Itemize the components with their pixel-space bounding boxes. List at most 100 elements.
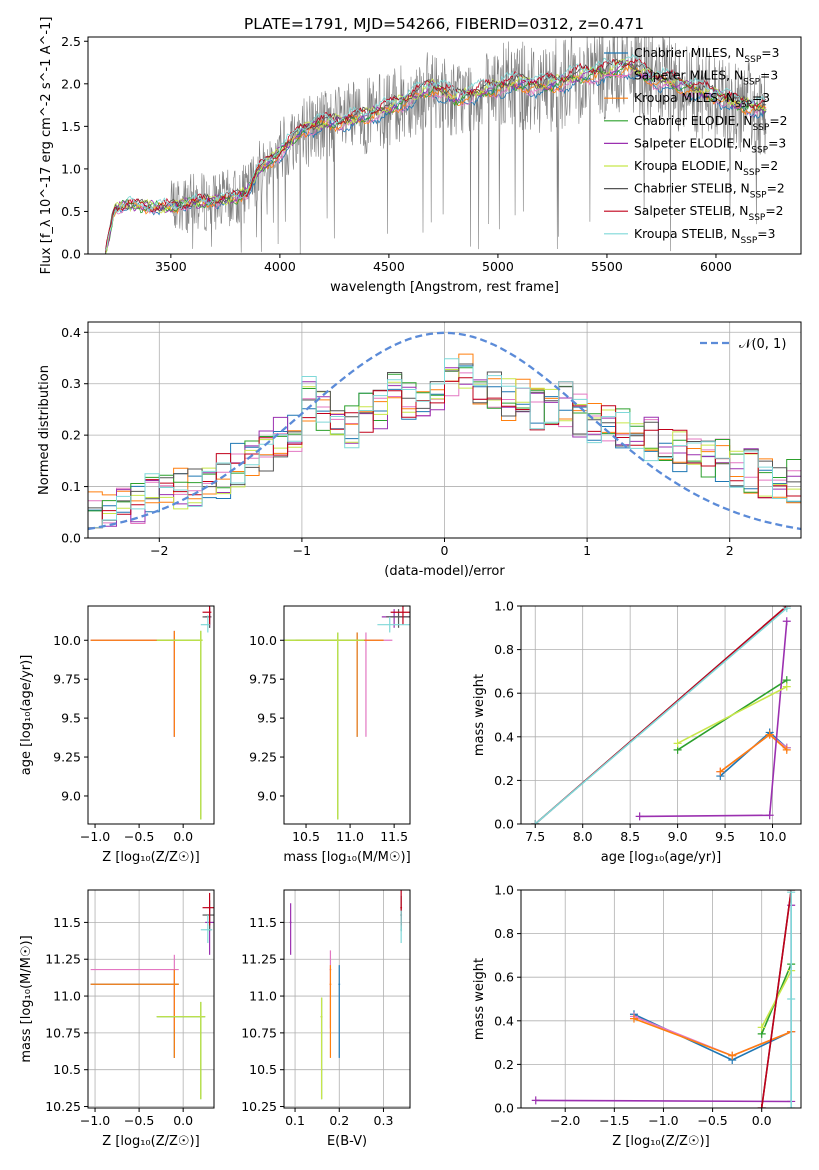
mass-weight-point bbox=[782, 617, 791, 626]
y-axis-label: mass weight bbox=[472, 674, 487, 756]
plot-area bbox=[105, 37, 767, 254]
panel-spectrum: 3500 4000 4500 5000 5500 6000 0.0 0.5 1.0 1.5 2.0 2… bbox=[39, 17, 802, 295]
y-tick-label: 0.1 bbox=[61, 479, 81, 494]
y-tick-label: 10.0 bbox=[249, 633, 277, 648]
x-tick-label: −1 bbox=[293, 543, 311, 558]
x-axis-label: age [log₁₀(age/yr)] bbox=[601, 850, 722, 865]
y-tick-label: 0.6 bbox=[494, 970, 514, 985]
x-tick-label: 3500 bbox=[155, 259, 187, 274]
y-tick-label: 1.5 bbox=[61, 119, 81, 134]
plot-area bbox=[90, 606, 212, 820]
y-tick-label: 11.5 bbox=[249, 915, 277, 930]
x-tick-label: 8.0 bbox=[573, 829, 593, 844]
mass-weight-point bbox=[765, 811, 774, 820]
x-axis-label: Z [log₁₀(Z/Z☉)] bbox=[612, 1134, 709, 1149]
axes-frame bbox=[520, 889, 802, 1109]
y-tick-label: 0.3 bbox=[61, 376, 81, 391]
axes-frame bbox=[87, 889, 215, 1109]
x-axis-label: E(B-V) bbox=[327, 1134, 367, 1149]
plot-area bbox=[284, 606, 410, 820]
y-tick-label: 2.0 bbox=[61, 76, 81, 91]
y-tick-label: 10.5 bbox=[249, 1062, 277, 1077]
legend-entry: Salpeter STELIB, NSSP=2 bbox=[634, 204, 784, 223]
x-tick-label: 6000 bbox=[700, 259, 732, 274]
mass-weight-line bbox=[534, 607, 788, 824]
plot-area bbox=[289, 890, 403, 1100]
y-tick-label: 10.25 bbox=[241, 1099, 277, 1114]
residual-histogram bbox=[88, 358, 801, 529]
mass-weight-point bbox=[716, 767, 725, 776]
y-tick-label: 0.4 bbox=[61, 325, 81, 340]
y-tick-label: 9.75 bbox=[53, 672, 81, 687]
mass-weight-point bbox=[531, 820, 540, 824]
x-axis-label: mass [log₁₀(M/M☉)] bbox=[283, 850, 410, 865]
y-tick-label: 2.5 bbox=[61, 34, 81, 49]
axes-frame bbox=[87, 36, 802, 255]
y-tick-label: 0.4 bbox=[494, 1013, 514, 1028]
panel-mass-vs-EBV: 0.1 0.2 0.3 10.25 10.5 10.75 11.0 11.25 11.5 E(B-… bbox=[241, 889, 411, 1149]
y-tick-label: 0.2 bbox=[494, 1057, 514, 1072]
y-tick-label: 0.0 bbox=[494, 817, 514, 832]
x-tick-label: 0.3 bbox=[374, 1113, 394, 1128]
x-tick-label: 9.5 bbox=[715, 829, 735, 844]
y-tick-label: 1.0 bbox=[61, 161, 81, 176]
model-spectrum-line bbox=[105, 58, 767, 252]
mass-weight-point bbox=[629, 1014, 638, 1023]
mass-weight-point bbox=[728, 1051, 737, 1060]
y-axis-label: age [log₁₀(age/yr)] bbox=[19, 655, 34, 776]
panel-massweight-vs-age: 7.5 8.0 8.5 9.0 9.5 10.0 0.0 0.2 0.4 0.6 0.8 1.0 age… bbox=[472, 599, 802, 865]
y-tick-label: 9.5 bbox=[257, 711, 277, 726]
legend-entry: Chabrier STELIB, NSSP=2 bbox=[634, 182, 785, 201]
mass-weight-point bbox=[782, 745, 791, 754]
x-tick-label: −0.5 bbox=[124, 1113, 154, 1128]
model-spectrum-line bbox=[105, 68, 767, 252]
mass-weight-line bbox=[639, 621, 788, 818]
y-tick-label: 0.2 bbox=[494, 773, 514, 788]
y-axis-label: Flux [f_λ 10^-17 erg cm^-2 s^-1 A^-1] bbox=[39, 17, 54, 275]
x-tick-label: 4000 bbox=[264, 259, 296, 274]
y-tick-label: 10.0 bbox=[53, 633, 81, 648]
model-spectrum-line bbox=[105, 64, 767, 252]
plot-area bbox=[88, 331, 801, 531]
legend-entry: Salpeter ELODIE, NSSP=3 bbox=[634, 136, 786, 155]
x-tick-label: 0 bbox=[441, 543, 449, 558]
axes-frame bbox=[283, 889, 411, 1109]
x-tick-label: −1.0 bbox=[648, 1113, 678, 1128]
y-tick-label: 9.0 bbox=[61, 788, 81, 803]
y-tick-label: 9.25 bbox=[249, 750, 277, 765]
y-tick-label: 9.5 bbox=[61, 711, 81, 726]
y-tick-label: 11.25 bbox=[45, 952, 81, 967]
x-tick-label: 0.0 bbox=[752, 1113, 772, 1128]
x-tick-label: 2 bbox=[726, 543, 734, 558]
x-tick-label: 1 bbox=[583, 543, 591, 558]
legend-entry: 𝒩(0, 1) bbox=[739, 337, 786, 352]
y-tick-label: 11.0 bbox=[249, 989, 277, 1004]
panel-mass-vs-Z: −1.0 −0.5 0.0 10.25 10.5 10.75 11.0 11.25 11.5 Z … bbox=[19, 889, 215, 1149]
mass-weight-point bbox=[782, 606, 791, 613]
mass-weight-point bbox=[787, 995, 796, 1003]
mass-weight-point bbox=[765, 730, 774, 739]
y-tick-label: 9.25 bbox=[53, 750, 81, 765]
x-tick-label: 11.0 bbox=[336, 829, 364, 844]
x-axis-label: (data-model)/error bbox=[384, 564, 505, 579]
y-axis-label: mass [log₁₀(M/M☉)] bbox=[19, 935, 34, 1062]
mass-weight-point bbox=[787, 890, 796, 897]
model-spectrum-line bbox=[105, 53, 767, 251]
x-tick-label: 11.5 bbox=[380, 829, 408, 844]
y-tick-label: 1.0 bbox=[494, 599, 514, 614]
plot-area bbox=[531, 890, 796, 1108]
plot-area bbox=[90, 892, 214, 1100]
x-tick-label: 8.5 bbox=[620, 829, 640, 844]
axes-frame bbox=[520, 605, 802, 825]
y-tick-label: 0.0 bbox=[61, 247, 81, 262]
mass-weight-point bbox=[757, 1023, 766, 1032]
axes-frame bbox=[87, 605, 215, 825]
y-tick-label: 1.0 bbox=[494, 883, 514, 898]
y-tick-label: 10.5 bbox=[53, 1062, 81, 1077]
mass-weight-line bbox=[760, 890, 792, 1108]
y-tick-label: 0.2 bbox=[61, 428, 81, 443]
panel-residuals: −2 −1 0 1 2 0.0 0.1 0.2 0.3 0.4 (data-model)/error… bbox=[37, 321, 802, 579]
y-tick-label: 10.75 bbox=[45, 1025, 81, 1040]
y-tick-label: 10.25 bbox=[45, 1099, 81, 1114]
